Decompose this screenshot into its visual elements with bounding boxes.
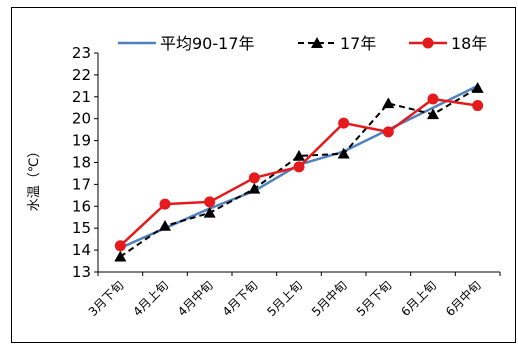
x-tick-label: 6月中旬 bbox=[442, 278, 483, 319]
x-tick-label: 3月下旬 bbox=[86, 278, 127, 319]
x-tick-label: 6月上旬 bbox=[398, 278, 439, 319]
data-point-y18 bbox=[338, 117, 350, 129]
y-tick-label: 20 bbox=[72, 110, 91, 128]
y-tick-label: 17 bbox=[72, 175, 91, 193]
data-point-y18 bbox=[204, 196, 216, 208]
data-point-y18 bbox=[114, 240, 126, 252]
legend-marker-y18 bbox=[422, 37, 434, 49]
x-tick-labels: 3月下旬 4月上旬 4月中旬 4月下旬 5月上旬 5月中旬 5月下旬 6月上旬 6月中旬 bbox=[86, 272, 501, 319]
y-tick-label: 21 bbox=[72, 88, 91, 106]
x-tick-label: 4月下旬 bbox=[220, 278, 261, 319]
y-tick-label: 13 bbox=[72, 263, 91, 281]
data-point-y17 bbox=[114, 250, 127, 262]
legend-label-y17: 17年 bbox=[340, 34, 376, 53]
y-tick-label: 15 bbox=[72, 219, 91, 237]
legend-label-average: 平均90-17年 bbox=[160, 34, 255, 53]
data-point-y18 bbox=[382, 126, 394, 138]
y-tick-label: 16 bbox=[72, 197, 91, 215]
series-group bbox=[114, 82, 484, 262]
data-point-y18 bbox=[248, 172, 260, 184]
data-point-y17 bbox=[293, 149, 305, 161]
legend: 平均90-17年 17年 18年 bbox=[118, 34, 487, 53]
x-tick-label: 4月中旬 bbox=[174, 278, 215, 319]
y-tick-labels: 13 14 15 16 17 18 19 20 21 22 23 bbox=[72, 44, 98, 281]
x-tick-label: 5月下旬 bbox=[354, 278, 395, 319]
legend-marker-y17 bbox=[311, 37, 323, 48]
data-point-y17 bbox=[382, 97, 395, 109]
y-axis-label: 水温（℃） bbox=[27, 145, 42, 212]
data-point-y18 bbox=[427, 93, 439, 105]
x-tick-label: 5月上旬 bbox=[264, 278, 305, 319]
y-tick-label: 22 bbox=[72, 66, 91, 84]
data-point-y18 bbox=[472, 100, 484, 112]
y-tick-label: 14 bbox=[72, 241, 91, 259]
data-point-y18 bbox=[159, 198, 171, 210]
x-tick-label: 5月中旬 bbox=[308, 278, 349, 319]
data-point-y17 bbox=[427, 108, 439, 120]
y-tick-label: 19 bbox=[72, 132, 91, 150]
data-point-y17 bbox=[159, 220, 171, 231]
data-point-y17 bbox=[337, 147, 350, 159]
x-tick-label: 4月上旬 bbox=[130, 278, 171, 319]
data-point-y17 bbox=[471, 82, 484, 93]
data-point-y17 bbox=[203, 206, 216, 218]
legend-label-y18: 18年 bbox=[451, 34, 487, 53]
data-point-y17 bbox=[248, 182, 261, 194]
data-point-y18 bbox=[293, 161, 305, 173]
y-tick-label: 18 bbox=[72, 154, 91, 172]
y-tick-label: 23 bbox=[72, 44, 91, 62]
